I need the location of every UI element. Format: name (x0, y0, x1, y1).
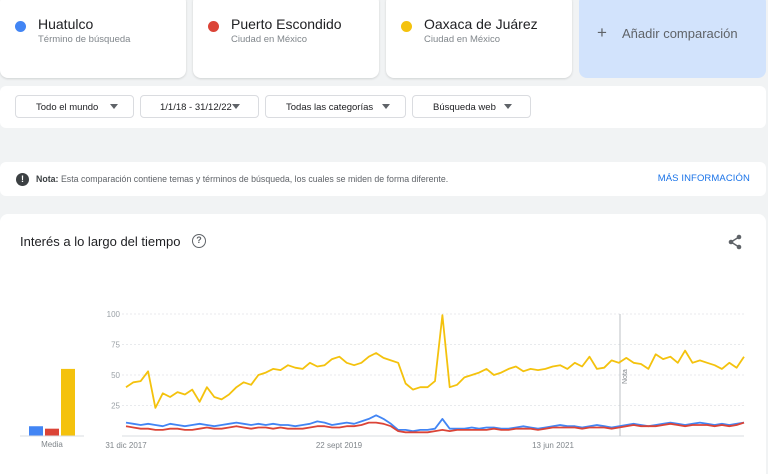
term-type: Ciudad en México (424, 34, 501, 45)
average-bar (61, 368, 75, 436)
average-bar (29, 426, 43, 436)
region-dropdown[interactable]: Todo el mundo (15, 95, 134, 118)
term-card-oaxaca[interactable]: Oaxaca de Juárez Ciudad en México (386, 0, 572, 78)
filter-bar: Todo el mundo 1/1/18 - 31/12/22 Todas la… (0, 86, 766, 128)
series-line (125, 421, 745, 434)
more-info-link[interactable]: MÁS INFORMACIÓN (657, 173, 750, 184)
term-name: Huatulco (38, 16, 94, 32)
note-body: Esta comparación contiene temas y términ… (60, 174, 449, 184)
term-card-puerto-escondido[interactable]: Puerto Escondido Ciudad en México (193, 0, 379, 78)
x-tick-label: 22 sept 2019 (316, 441, 363, 450)
dropdown-label: 1/1/18 - 31/12/22 (160, 102, 232, 113)
dropdown-label: Todas las categorías (286, 102, 374, 113)
comparison-note: ! Nota: Esta comparación contiene temas … (0, 162, 766, 196)
y-tick-label: 25 (111, 402, 120, 411)
comparison-terms: Huatulco Término de búsqueda Puerto Esco… (0, 0, 768, 80)
share-icon[interactable] (727, 234, 743, 250)
x-tick-label: 31 dic 2017 (105, 441, 147, 450)
term-type: Término de búsqueda (38, 34, 131, 45)
category-dropdown[interactable]: Todas las categorías (265, 95, 406, 118)
caret-down-icon (110, 104, 118, 109)
panel-title: Interés a lo largo del tiempo (20, 234, 181, 249)
caret-down-icon (504, 104, 512, 109)
alert-icon: ! (16, 173, 29, 186)
series-color-dot (15, 21, 26, 32)
term-name: Puerto Escondido (231, 16, 342, 32)
search-type-dropdown[interactable]: Búsqueda web (412, 95, 531, 118)
dropdown-label: Todo el mundo (36, 102, 99, 113)
x-tick-label: 13 jun 2021 (532, 441, 574, 450)
note-text: Nota: Esta comparación contiene temas y … (36, 174, 448, 184)
series-color-dot (401, 21, 412, 32)
add-comparison-label: Añadir comparación (622, 26, 738, 41)
plus-icon: + (597, 23, 607, 42)
help-icon[interactable]: ? (192, 234, 206, 248)
y-tick-label: 50 (111, 371, 120, 380)
interest-over-time-panel: Interés a lo largo del tiempo ? 100 75 50 2… (0, 214, 766, 474)
date-range-dropdown[interactable]: 1/1/18 - 31/12/22 (140, 95, 259, 118)
interest-chart: 100 75 50 25 31 dic 2017 22 sept 2019 13 jun 2… (20, 310, 745, 450)
note-prefix: Nota: (36, 174, 59, 184)
y-tick-label: 75 (111, 341, 120, 350)
y-tick-label: 100 (107, 310, 121, 319)
caret-down-icon (382, 104, 390, 109)
series-color-dot (208, 21, 219, 32)
caret-down-icon (232, 104, 240, 109)
series-line (125, 314, 745, 409)
series-line (125, 414, 745, 433)
term-name: Oaxaca de Juárez (424, 16, 538, 32)
dropdown-label: Búsqueda web (433, 102, 496, 113)
annotation-label: Nota (622, 369, 629, 384)
average-bar (45, 428, 59, 436)
term-type: Ciudad en México (231, 34, 308, 45)
term-card-huatulco[interactable]: Huatulco Término de búsqueda (0, 0, 186, 78)
average-label: Media (41, 440, 63, 449)
add-comparison-button[interactable]: + Añadir comparación (579, 0, 766, 78)
